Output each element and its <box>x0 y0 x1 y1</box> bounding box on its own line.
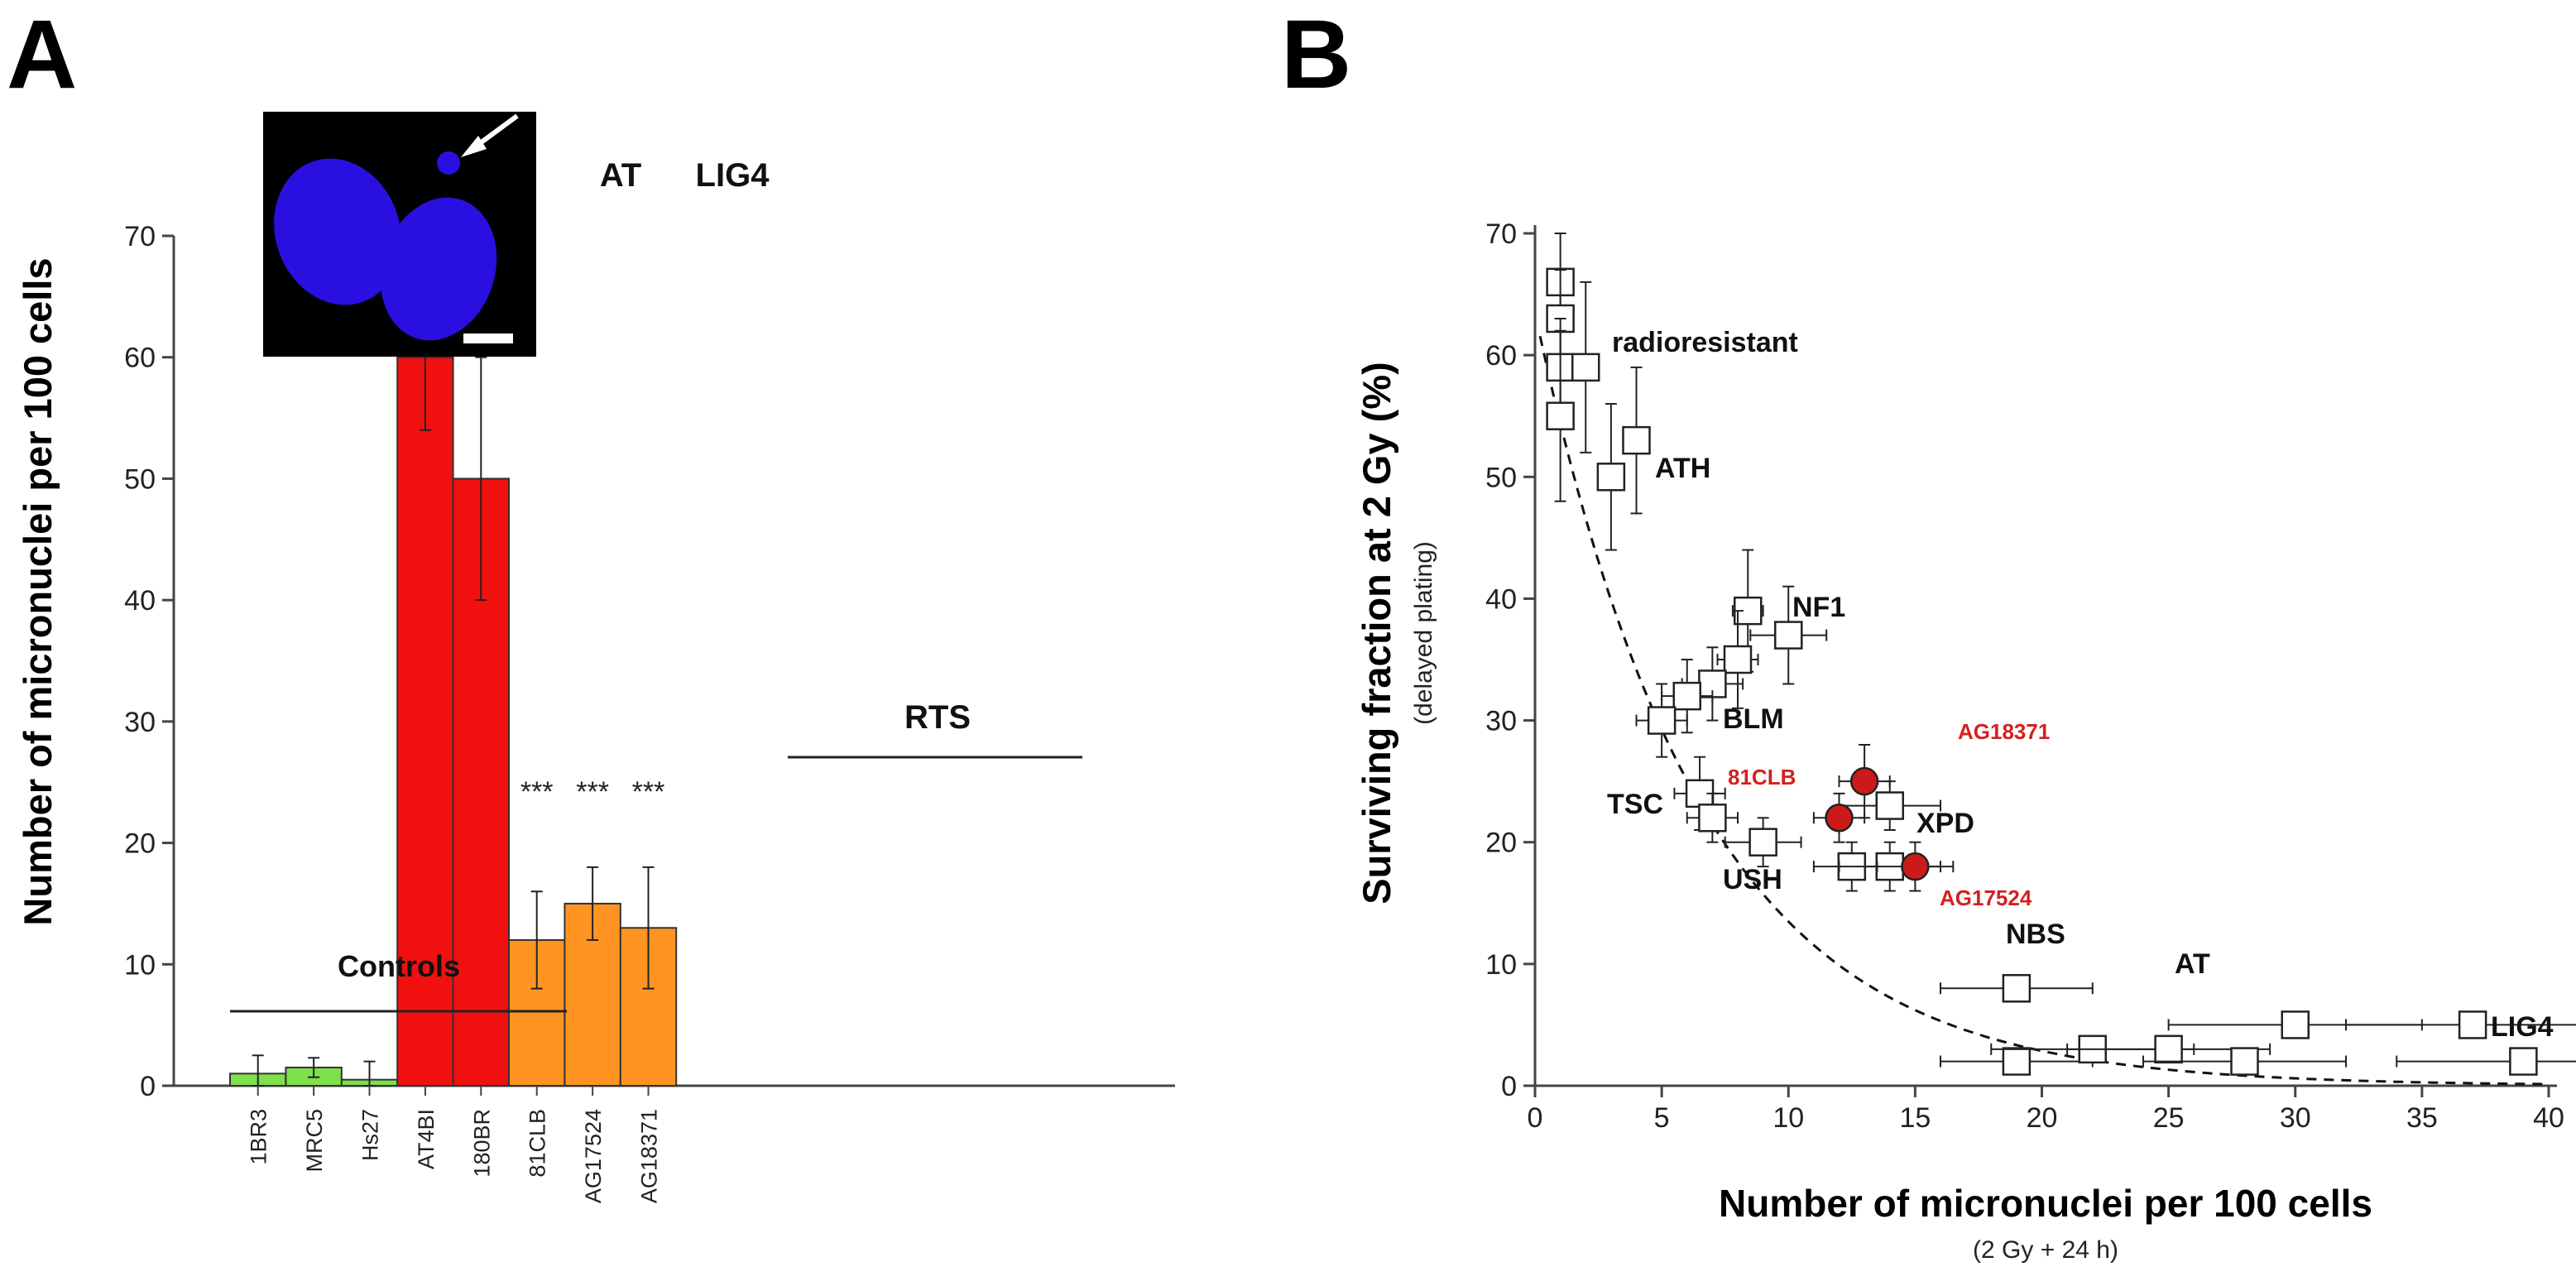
category-label-1BR3: 1BR3 <box>247 1109 271 1165</box>
reference-point <box>1749 828 1777 857</box>
lig4-label: LIG4 <box>696 157 770 194</box>
b-y-tick-label: 70 <box>1485 218 1517 250</box>
reference-point <box>1698 804 1727 833</box>
a-y-tick-label: 30 <box>124 707 156 738</box>
significance-AG18371: *** <box>632 776 665 808</box>
reference-point <box>2002 974 2032 1003</box>
significance-81CLB: *** <box>520 776 554 808</box>
reference-point <box>1875 791 1904 820</box>
label-xpd: XPD <box>1916 808 1974 839</box>
label-lig4: LIG4 <box>2491 1011 2554 1043</box>
reference-point <box>1647 706 1677 735</box>
label-ath: ATH <box>1655 453 1710 484</box>
reference-point <box>2002 1047 2032 1076</box>
significance-AG17524: *** <box>576 776 609 808</box>
label-ag18371: AG18371 <box>1958 719 2050 744</box>
b-x-axis-subtitle: (2 Gy + 24 h) <box>1973 1236 2118 1264</box>
b-y-tick-label: 20 <box>1485 828 1517 859</box>
at-label: AT <box>600 157 641 194</box>
controls-label: Controls <box>338 949 460 983</box>
b-y-tick-label: 60 <box>1485 340 1517 372</box>
panel-b: B Surviving fraction at 2 Gy (%) (delaye… <box>1281 0 2576 1264</box>
b-x-tick-label: 5 <box>1654 1102 1670 1134</box>
a-y-axis-title: Number of micronuclei per 100 cells <box>16 257 60 925</box>
b-y-tick-label: 30 <box>1485 706 1517 737</box>
b-data-points <box>1546 233 2576 1076</box>
rts-point-AG17524 <box>1901 852 1930 881</box>
micronucleus <box>437 151 460 175</box>
a-y-tick-label: 60 <box>124 343 156 374</box>
reference-point <box>2509 1047 2538 1076</box>
reference-point <box>1546 401 1575 430</box>
reference-point <box>1672 681 1701 711</box>
b-x-tick-label: 20 <box>2027 1102 2058 1134</box>
b-x-tick-label: 40 <box>2533 1102 2564 1134</box>
b-x-tick-label: 30 <box>2280 1102 2311 1134</box>
reference-point <box>1571 353 1600 382</box>
b-x-ticks: 0 5 10 15 20 25 30 35 40 <box>1528 1086 2564 1134</box>
nucleus-2 <box>380 197 497 341</box>
label-blm: BLM <box>1723 703 1784 735</box>
panel-letter-b: B <box>1281 0 1351 109</box>
category-label-Hs27: Hs27 <box>358 1109 383 1161</box>
reference-point <box>2230 1047 2259 1076</box>
b-x-axis-title: Number of micronuclei per 100 cells <box>1719 1182 2372 1225</box>
b-x-tick-label: 0 <box>1528 1102 1543 1134</box>
b-y-tick-label: 40 <box>1485 583 1517 615</box>
rts-point-AG18371 <box>1849 766 1879 796</box>
category-label-AG17524: AG17524 <box>581 1109 606 1203</box>
nucleus-1 <box>274 158 401 305</box>
b-x-tick-label: 15 <box>1899 1102 1931 1134</box>
b-x-tick-label: 10 <box>1772 1102 1804 1134</box>
b-x-tick-label: 25 <box>2153 1102 2185 1134</box>
b-y-axis-title: Surviving fraction at 2 Gy (%) <box>1355 362 1398 905</box>
a-y-tick-label: 70 <box>124 221 156 252</box>
reference-point <box>2458 1010 2487 1039</box>
scale-bar <box>463 333 513 343</box>
a-bars: 1BR3MRC5Hs27****AT4BI****180BR***81CLB**… <box>229 233 678 1203</box>
a-y-tick-label: 40 <box>124 585 156 617</box>
b-x-tick-label: 35 <box>2406 1102 2438 1134</box>
reference-point <box>2281 1010 2310 1039</box>
b-y-tick-label: 0 <box>1501 1071 1517 1102</box>
micronucleus-inset-image <box>263 112 536 357</box>
a-y-tick-label: 50 <box>124 463 156 495</box>
reference-point <box>1622 425 1651 455</box>
category-label-180BR: 180BR <box>469 1109 494 1178</box>
a-y-tick-label: 0 <box>140 1071 156 1102</box>
category-label-AG18371: AG18371 <box>637 1109 662 1203</box>
a-y-tick-label: 10 <box>124 949 156 981</box>
category-label-81CLB: 81CLB <box>525 1109 550 1178</box>
b-y-ticks: 0 10 20 30 40 50 60 70 <box>1485 218 1535 1102</box>
panel-a: A Number of micronuclei per 100 cells 0 1… <box>7 0 1175 1203</box>
label-at: AT <box>2175 948 2210 980</box>
reference-point <box>2154 1034 2183 1064</box>
label-tsc: TSC <box>1607 789 1663 820</box>
b-y-tick-label: 10 <box>1485 949 1517 981</box>
label-ag17524: AG17524 <box>1940 885 2032 910</box>
label-nbs: NBS <box>2006 919 2065 950</box>
b-y-tick-label: 50 <box>1485 462 1517 493</box>
reference-point <box>1596 463 1626 492</box>
reference-point <box>1723 645 1753 674</box>
inset-arrow-head <box>461 136 487 157</box>
category-label-MRC5: MRC5 <box>302 1109 327 1173</box>
b-y-axis-subtitle: (delayed plating) <box>1410 541 1437 725</box>
panel-letter-a: A <box>7 0 77 109</box>
label-ush: USH <box>1723 864 1782 895</box>
label-nf1: NF1 <box>1792 592 1845 623</box>
rts-point-81CLB <box>1825 804 1854 833</box>
rts-label: RTS <box>904 699 971 736</box>
category-label-AT4BI: AT4BI <box>414 1109 439 1169</box>
reference-point <box>1774 621 1803 650</box>
label-81clb: 81CLB <box>1728 765 1796 789</box>
label-radioresistant: radioresistant <box>1612 327 1798 358</box>
a-y-ticks: 0 10 20 30 40 50 60 70 <box>124 221 174 1102</box>
a-y-tick-label: 20 <box>124 828 156 860</box>
